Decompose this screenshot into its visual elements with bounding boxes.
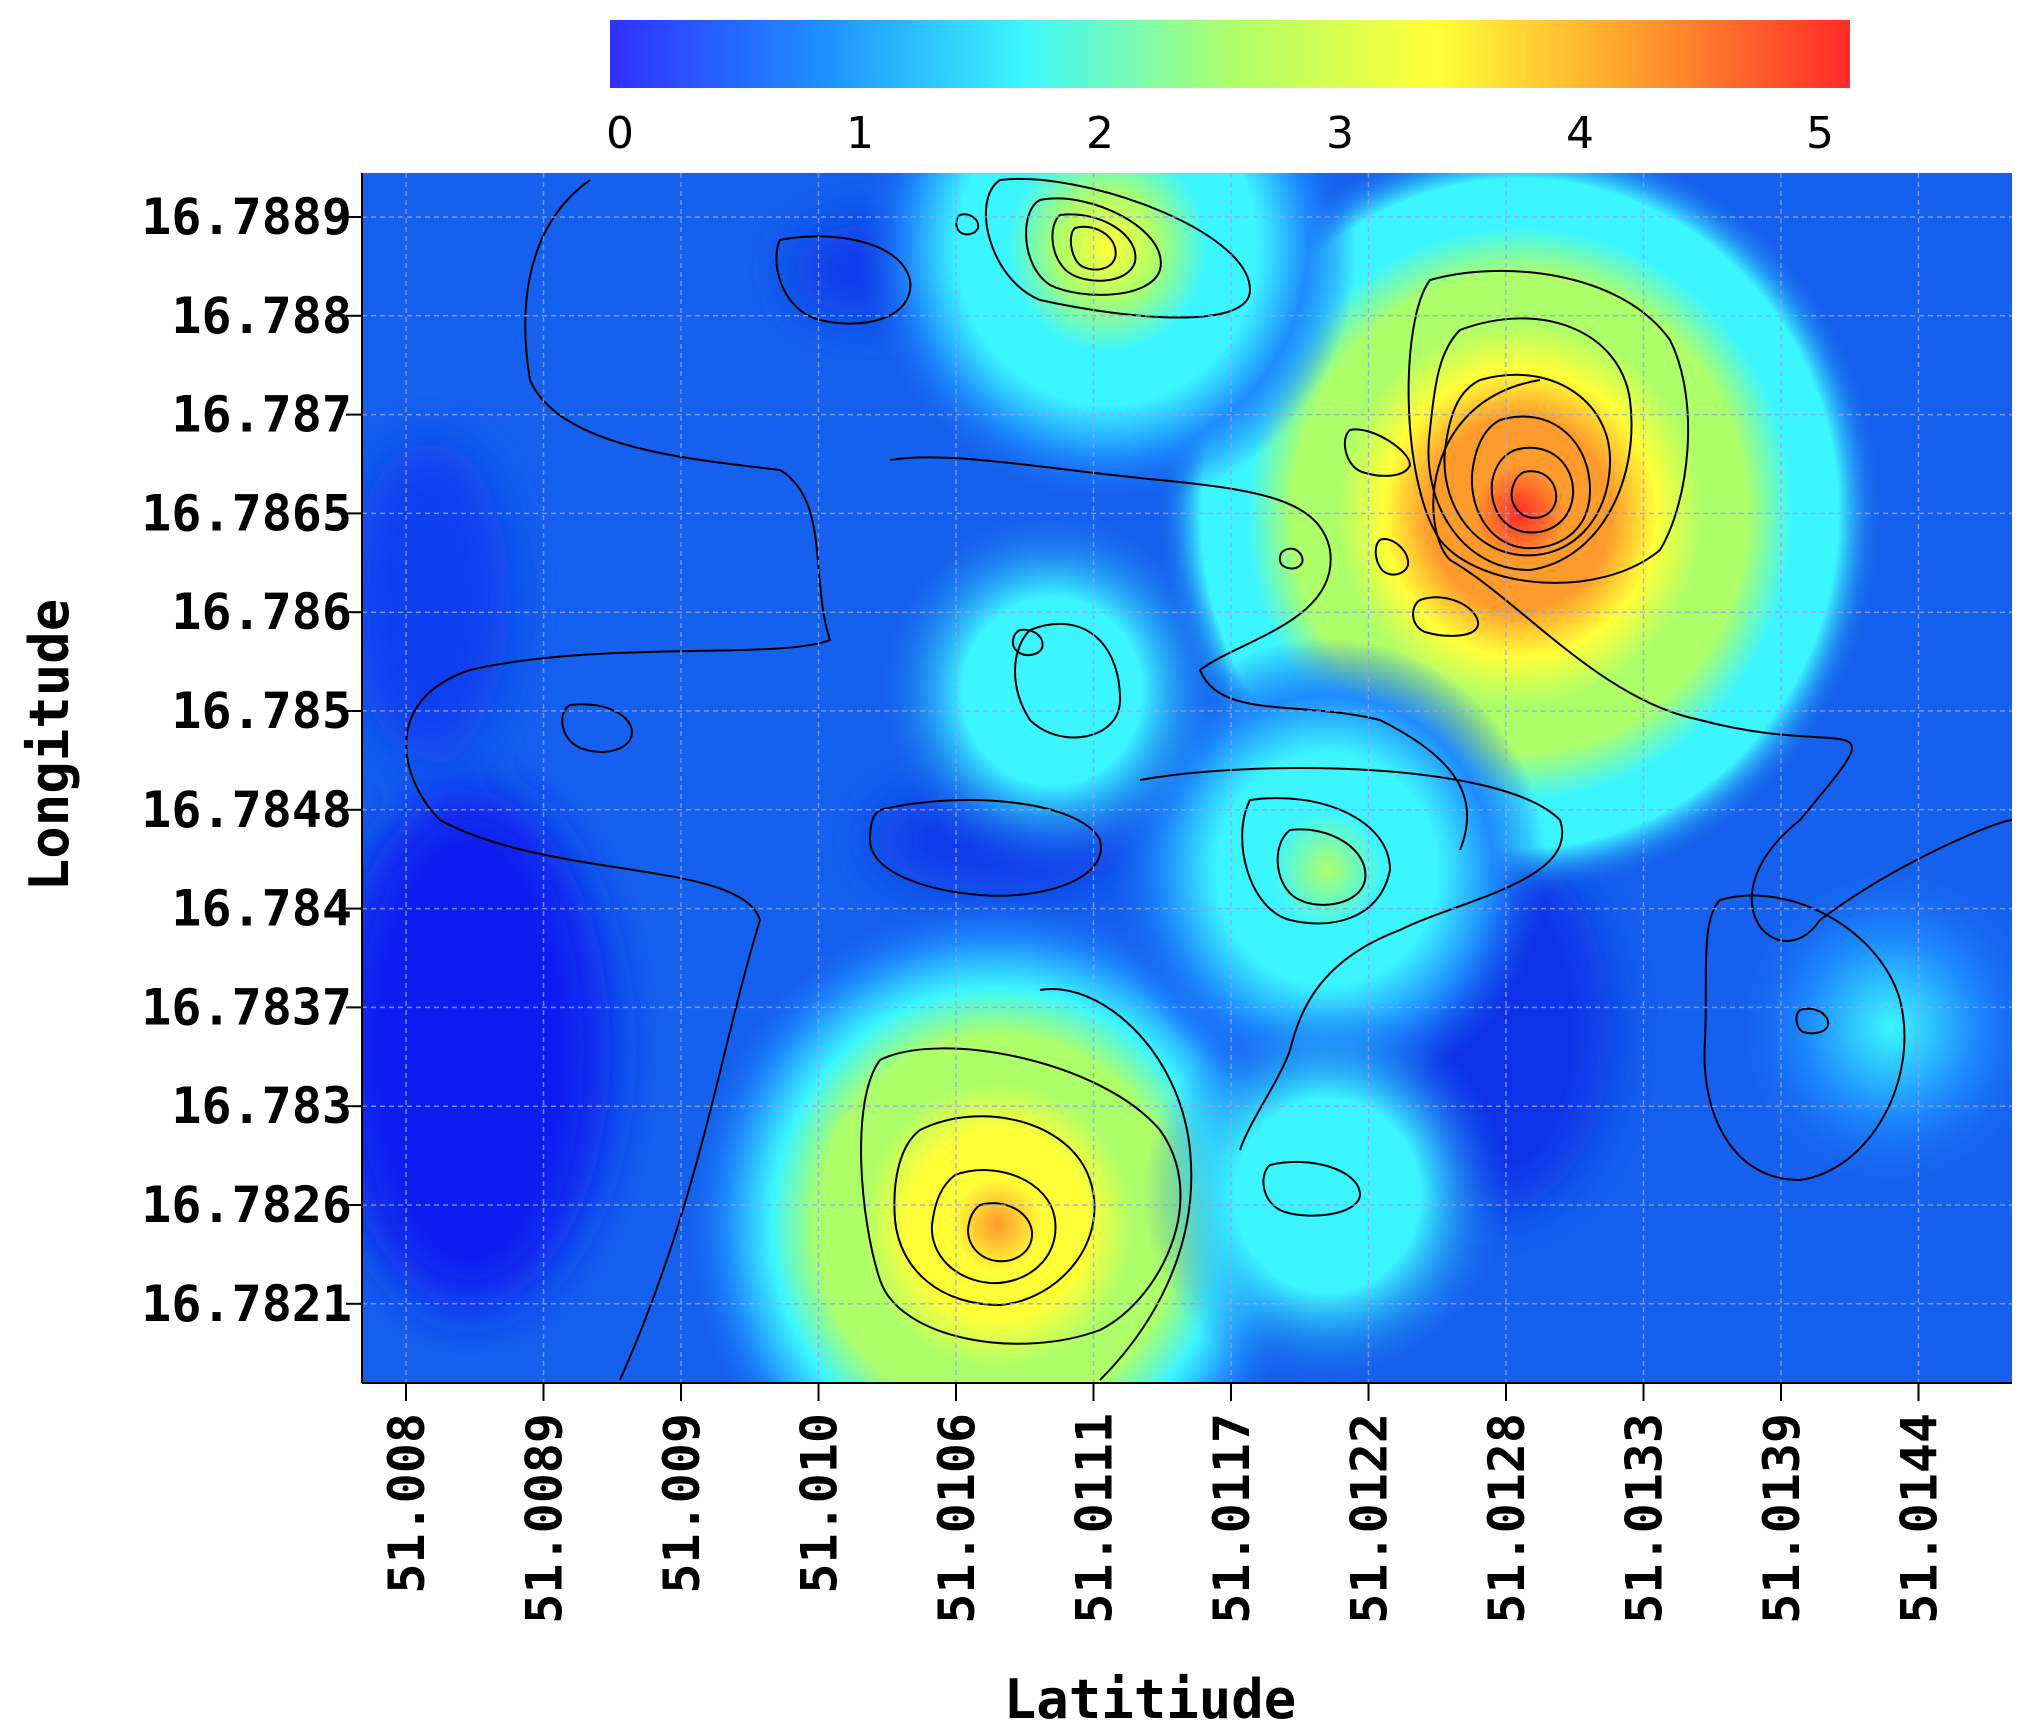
x-tick-label-9: 51.0133 — [1616, 1413, 1674, 1624]
x-tick-label-11: 51.0144 — [1891, 1413, 1949, 1624]
x-tick-label-3: 51.010 — [791, 1413, 849, 1594]
colorbar-tick-5: 5 — [1806, 108, 1834, 159]
y-axis-ticks: 16.7889 16.788 16.787 16.7865 16.786 16.785 16… — [141, 173, 363, 1383]
colorbar-tick-1: 1 — [846, 108, 874, 159]
plot-area — [362, 173, 2012, 1383]
y-tick-label-10: 16.7826 — [141, 1176, 352, 1234]
colorbar-tick-3: 3 — [1326, 108, 1354, 159]
hotspot-5 — [874, 504, 1231, 879]
y-tick-label-4: 16.786 — [171, 583, 352, 641]
y-axis-title: Longitude — [18, 599, 81, 892]
colorbar-tick-labels: 0 1 2 3 4 5 — [606, 108, 1834, 159]
heatmap-hotspots — [681, 173, 2012, 1383]
colorbar-tick-0: 0 — [606, 108, 634, 159]
hotspot-2 — [857, 173, 1358, 510]
x-axis-ticks: 51.008 51.0089 51.009 51.010 51.0106 51.0111 5… — [362, 1382, 2012, 1624]
x-axis-title: Latitiude — [1004, 1668, 1297, 1731]
x-tick-label-4: 51.0106 — [928, 1413, 986, 1624]
y-tick-label-7: 16.784 — [171, 880, 352, 938]
colorbar-tick-4: 4 — [1566, 108, 1594, 159]
y-tick-label-1: 16.788 — [171, 287, 352, 345]
y-tick-label-8: 16.7837 — [141, 978, 352, 1036]
x-tick-label-5: 51.0111 — [1066, 1413, 1124, 1624]
y-tick-label-6: 16.7848 — [141, 781, 352, 839]
hotspot-4 — [1143, 1001, 1512, 1383]
y-tick-label-9: 16.783 — [171, 1077, 352, 1135]
colorbar — [610, 20, 1850, 88]
x-tick-label-0: 51.008 — [378, 1413, 436, 1594]
y-tick-label-11: 16.7821 — [141, 1275, 352, 1333]
contour-lines — [405, 177, 2012, 1381]
x-tick-label-8: 51.0128 — [1478, 1413, 1536, 1624]
x-tick-label-1: 51.0089 — [516, 1413, 574, 1624]
y-tick-label-0: 16.7889 — [141, 188, 352, 246]
colorbar-tick-2: 2 — [1086, 108, 1114, 159]
x-tick-label-10: 51.0139 — [1753, 1413, 1811, 1624]
x-tick-label-6: 51.0117 — [1203, 1413, 1261, 1624]
x-tick-label-7: 51.0122 — [1341, 1413, 1399, 1624]
y-tick-label-5: 16.785 — [171, 682, 352, 740]
y-tick-label-2: 16.787 — [171, 386, 352, 444]
grid-lines — [362, 173, 2012, 1383]
x-tick-label-2: 51.009 — [653, 1413, 711, 1594]
y-tick-label-3: 16.7865 — [141, 484, 352, 542]
